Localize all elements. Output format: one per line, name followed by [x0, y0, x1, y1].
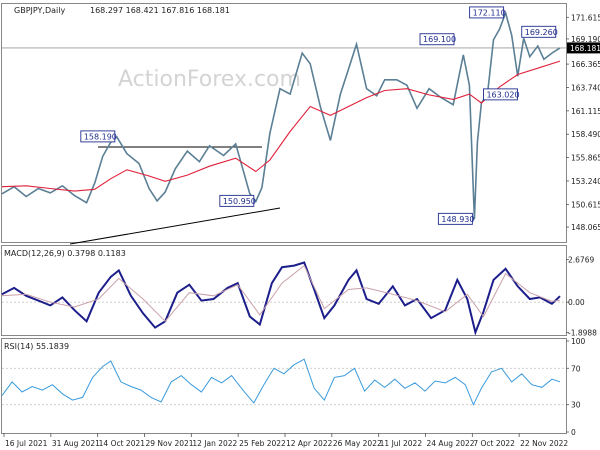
moving-average-series: [1, 60, 561, 192]
price-y-tick-label: 166.365: [571, 60, 600, 69]
price-annotation-box: [483, 88, 518, 101]
price-annotation-label: 150.950: [223, 197, 256, 206]
rsi-y-tick-label: 0: [571, 428, 576, 437]
price-y-tick-label: 150.615: [571, 200, 600, 209]
macd-series: [1, 261, 561, 336]
price-annotation-label: 172.110: [473, 8, 506, 17]
rsi-y-tick-label: 70: [571, 364, 581, 373]
x-tick-label: 25 Feb 2022: [239, 439, 286, 448]
price-y-tick-label: 169.190: [571, 35, 600, 44]
rsi-series: [1, 358, 561, 406]
price-y-tick-label: 153.240: [571, 177, 600, 186]
x-tick-label: 31 Aug 2021: [52, 439, 100, 448]
x-tick-label: 12 Jan 2022: [192, 439, 237, 448]
price-annotation-label: 158.190: [84, 132, 117, 141]
x-tick-label: 11 Jul 2022: [380, 439, 423, 448]
price-annotation-box: [219, 194, 255, 207]
x-tick-label: 7 Oct 2022: [473, 439, 515, 448]
x-tick-label: 16 Jul 2021: [5, 439, 48, 448]
price-y-tick-label: 155.865: [571, 154, 600, 163]
price-y-tick-label: 171.615: [571, 13, 600, 22]
x-tick-label: 14 Oct 2021: [99, 439, 146, 448]
macd-y-tick-label: 0.00: [568, 298, 585, 307]
price-annotation-box: [469, 6, 505, 19]
price-annotation-label: 169.260: [525, 28, 558, 37]
x-tick-label: 29 Nov 2021: [146, 439, 194, 448]
macd-y-tick-label: 2.6769: [568, 256, 594, 265]
macd-title: MACD(12,26,9) 0.3798 0.1183: [4, 249, 126, 258]
symbol-timeframe: GBPJPY,Daily: [14, 6, 65, 15]
x-tick-label: 24 Aug 2022: [427, 439, 475, 448]
rsi-panel-frame: [1, 338, 567, 434]
price-y-tick-label: 161.115: [571, 107, 600, 116]
rsi-y-tick-label: 30: [571, 401, 581, 410]
ohlc-values: 168.297 168.421 167.816 168.181: [90, 6, 230, 15]
watermark: ActionForex.com: [118, 67, 301, 92]
triangle-lower-trendline: [69, 207, 281, 245]
current-price-tag: [567, 42, 600, 54]
x-tick-label: 26 May 2022: [333, 439, 382, 448]
price-annotation-label: 163.020: [486, 90, 519, 99]
rsi-y-tick-label: 100: [571, 337, 586, 346]
price-annotation-label: 169.100: [423, 35, 456, 44]
x-tick-label: 12 Apr 2022: [286, 439, 333, 448]
price-annotation-box: [419, 33, 455, 46]
price-annotation-box: [80, 130, 116, 143]
price-y-tick-label: 163.740: [571, 83, 600, 92]
price-annotation-box: [521, 25, 557, 38]
price-y-tick-label: 158.490: [571, 130, 600, 139]
macd-signal-series: [1, 264, 561, 323]
price-annotation-label: 148.930: [441, 215, 474, 224]
x-tick-label: 22 Nov 2022: [520, 439, 568, 448]
price-annotation-box: [437, 212, 473, 225]
price-y-tick-label: 148.065: [571, 223, 600, 232]
macd-panel-frame: [1, 245, 567, 336]
rsi-title: RSI(14) 55.1839: [4, 342, 69, 351]
current-price-value: 168.181: [570, 44, 600, 53]
price-panel-frame: [1, 3, 567, 243]
price-series: [1, 10, 561, 220]
macd-y-tick-label: -1.8988: [568, 328, 597, 337]
